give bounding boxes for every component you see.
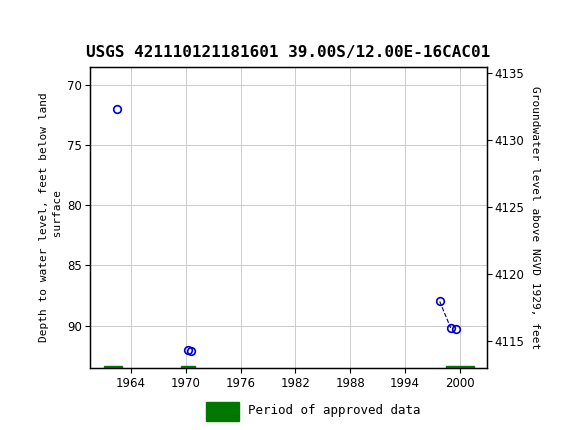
- Bar: [181, 366, 195, 372]
- Y-axis label: Depth to water level, feet below land
 surface: Depth to water level, feet below land su…: [39, 92, 63, 342]
- Y-axis label: Groundwater level above NGVD 1929, feet: Groundwater level above NGVD 1929, feet: [530, 86, 540, 349]
- Title: USGS 421110121181601 39.00S/12.00E-16CAC01: USGS 421110121181601 39.00S/12.00E-16CAC…: [86, 45, 491, 60]
- Text: ≡: ≡: [7, 5, 30, 33]
- Text: Period of approved data: Period of approved data: [248, 404, 420, 417]
- Bar: [446, 366, 473, 372]
- Bar: [206, 402, 239, 421]
- Text: USGS: USGS: [32, 9, 96, 29]
- Bar: [104, 366, 122, 372]
